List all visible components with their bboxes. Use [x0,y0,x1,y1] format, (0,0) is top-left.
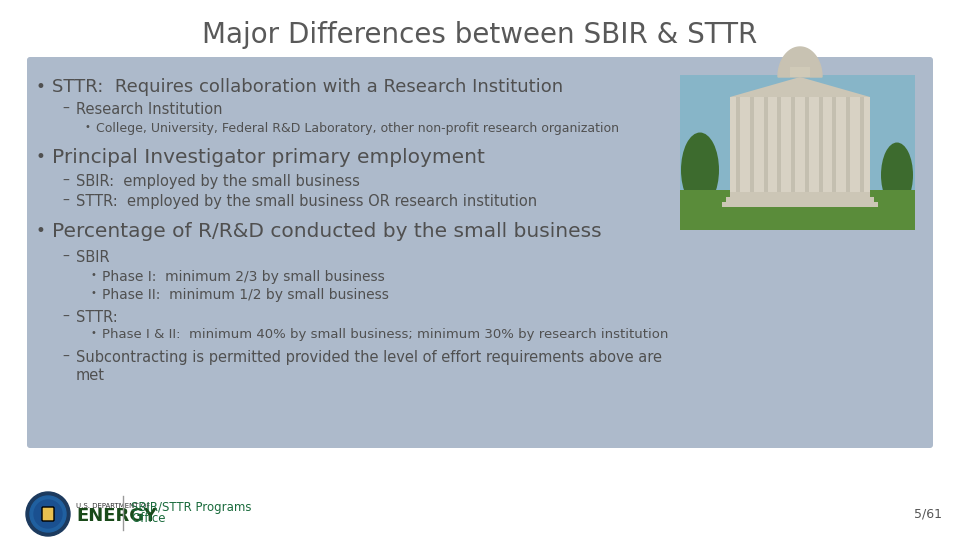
Text: College, University, Federal R&D Laboratory, other non-profit research organizat: College, University, Federal R&D Laborat… [96,122,619,135]
Text: Principal Investigator primary employment: Principal Investigator primary employmen… [52,148,485,167]
Text: Office: Office [131,512,165,525]
Text: •: • [36,222,46,240]
Text: STTR:  Requires collaboration with a Research Institution: STTR: Requires collaboration with a Rese… [52,78,564,96]
Bar [736,97,740,192]
Text: SBIR:  employed by the small business: SBIR: employed by the small business [76,174,360,189]
Text: 5/61: 5/61 [914,508,942,521]
Text: –: – [62,250,69,264]
Text: –: – [62,350,69,364]
Ellipse shape [881,143,913,207]
Circle shape [26,492,70,536]
Text: •: • [90,328,96,338]
Text: –: – [62,310,69,324]
Circle shape [30,496,66,532]
Bar [730,192,870,197]
Text: U.S. DEPARTMENT OF: U.S. DEPARTMENT OF [76,503,151,509]
Text: –: – [62,174,69,188]
Bar [750,97,754,192]
Bar [778,97,781,192]
Text: •: • [90,288,96,298]
Text: Phase I:  minimum 2/3 by small business: Phase I: minimum 2/3 by small business [102,270,385,284]
Text: Subcontracting is permitted provided the level of effort requirements above are: Subcontracting is permitted provided the… [76,350,662,365]
Text: STTR:  employed by the small business OR research institution: STTR: employed by the small business OR … [76,194,538,209]
Bar [819,97,823,192]
Text: •: • [36,78,46,96]
Text: met: met [76,368,105,383]
Text: –: – [62,102,69,116]
FancyBboxPatch shape [27,57,933,448]
Polygon shape [730,77,870,97]
Bar [680,190,915,230]
Text: •: • [36,148,46,166]
Bar [726,197,874,202]
Text: Major Differences between SBIR & STTR: Major Differences between SBIR & STTR [203,21,757,49]
Bar [846,97,851,192]
Bar [804,97,809,192]
Bar [763,97,768,192]
Bar [680,75,915,230]
Text: Research Institution: Research Institution [76,102,223,117]
Text: Phase II:  minimum 1/2 by small business: Phase II: minimum 1/2 by small business [102,288,389,302]
Text: ENERGY: ENERGY [76,507,156,525]
Text: –: – [62,194,69,208]
Bar [791,97,795,192]
Text: SBIR: SBIR [76,250,109,265]
Polygon shape [778,47,822,77]
Text: Percentage of R/R&D conducted by the small business: Percentage of R/R&D conducted by the sma… [52,222,602,241]
Text: STTR:: STTR: [76,310,118,325]
Bar [722,202,878,207]
Bar [730,97,870,192]
Bar [832,97,836,192]
Circle shape [34,500,62,528]
Ellipse shape [681,132,719,207]
Bar [860,97,864,192]
Text: •: • [90,270,96,280]
FancyBboxPatch shape [42,507,54,521]
Text: Phase I & II:  minimum 40% by small business; minimum 30% by research institutio: Phase I & II: minimum 40% by small busin… [102,328,668,341]
Bar [790,67,810,77]
Text: •: • [84,122,90,132]
Text: SBIR/STTR Programs: SBIR/STTR Programs [131,501,252,514]
